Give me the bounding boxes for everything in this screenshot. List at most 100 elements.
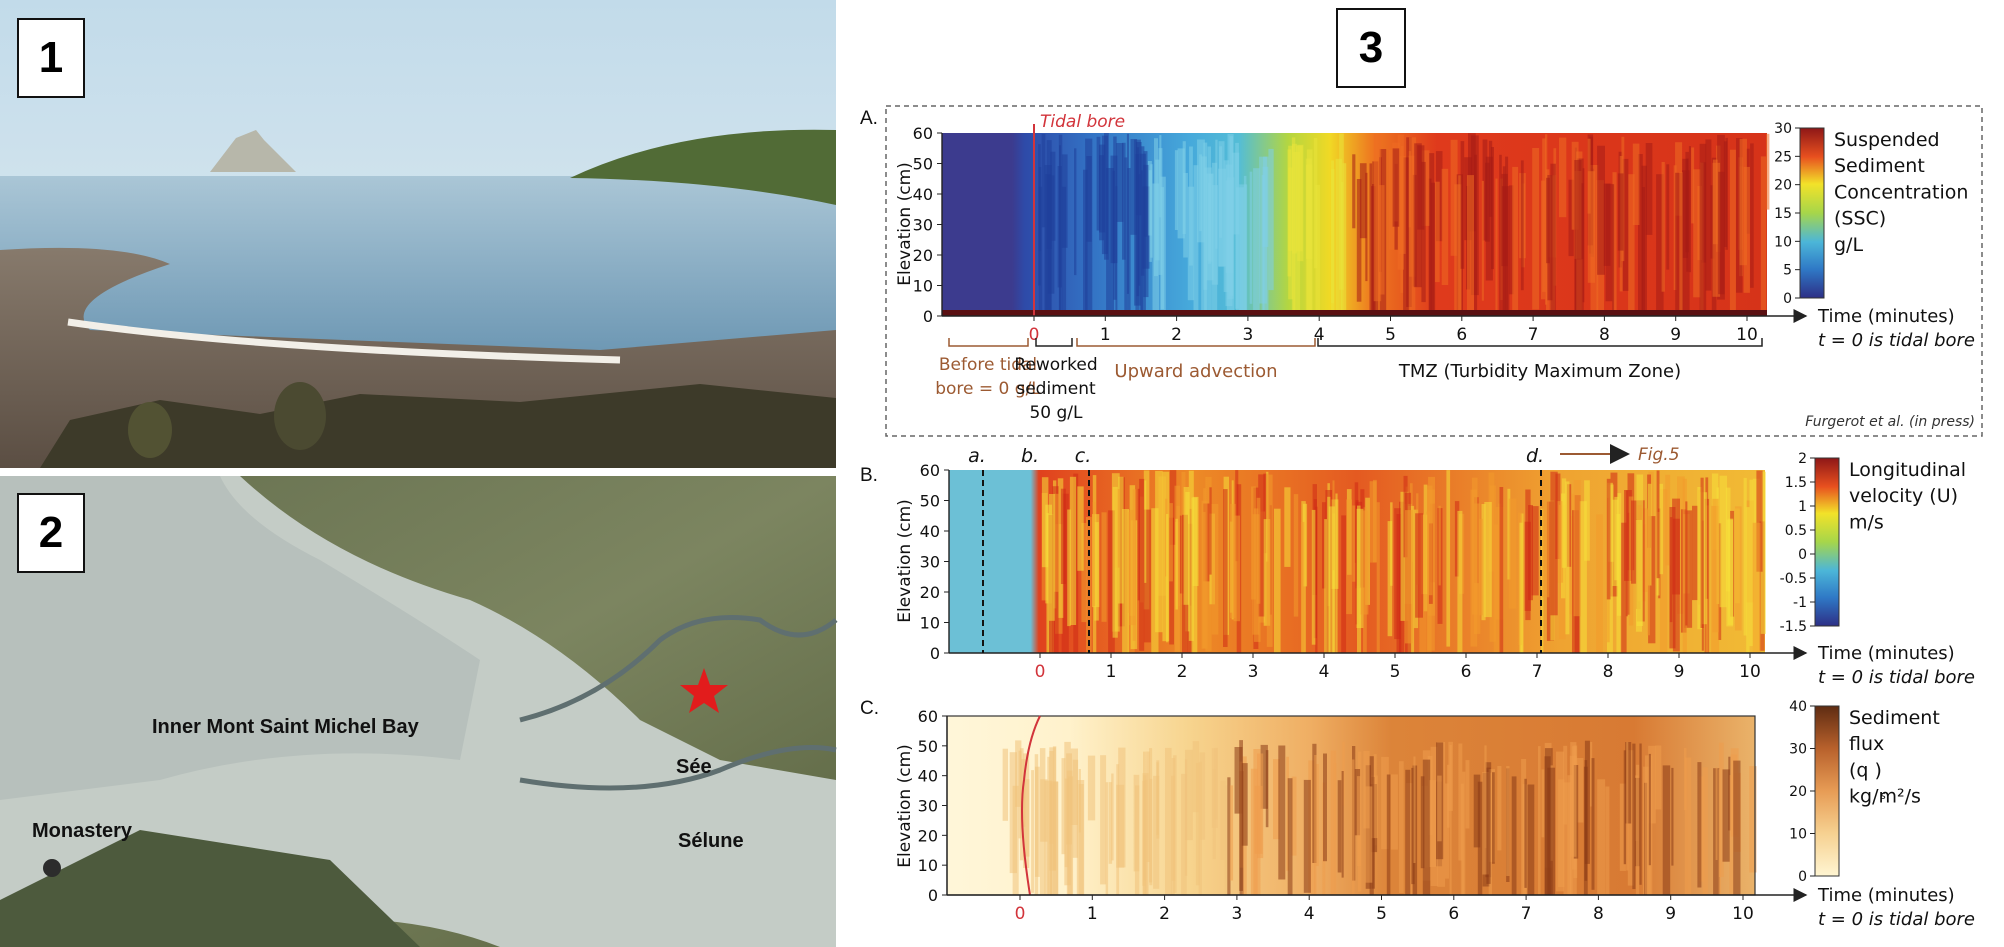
texture-streak: [1053, 493, 1060, 592]
texture-streak: [1116, 784, 1125, 868]
texture-streak: [1253, 168, 1260, 316]
colorbar-tick-label: 5: [1783, 263, 1792, 279]
panel-a-frame: [885, 105, 1983, 437]
texture-streak: [1254, 785, 1263, 854]
time-marker-label: c.: [1075, 445, 1092, 467]
texture-streak: [1673, 165, 1677, 290]
texture-streak: [1712, 498, 1719, 633]
texture-streak: [1542, 138, 1546, 292]
texture-streak: [1342, 163, 1347, 311]
texture-streak: [1378, 185, 1385, 295]
texture-streak: [1300, 521, 1305, 653]
texture-streak: [1648, 753, 1651, 866]
texture-streak: [1209, 487, 1212, 575]
texture-streak: [1486, 767, 1491, 884]
x-tick-label: 3: [1248, 662, 1259, 682]
texture-streak: [1153, 775, 1160, 889]
texture-streak: [1686, 158, 1689, 272]
texture-streak: [1655, 745, 1662, 810]
texture-streak: [1556, 751, 1564, 892]
texture-streak: [1688, 146, 1691, 273]
x-tick-label: 7: [1528, 325, 1539, 345]
texture-streak: [1038, 144, 1041, 286]
texture-streak: [1049, 747, 1056, 871]
x-axis-label: Time (minutes): [1817, 643, 1955, 664]
colorbar-tick-label: -1: [1793, 595, 1807, 611]
texture-streak: [1087, 755, 1096, 821]
x-tick-label: 2: [1171, 325, 1182, 345]
texture-streak: [1135, 154, 1139, 315]
phase-brace: [1035, 338, 1073, 347]
monastery-marker: [43, 859, 61, 877]
texture-streak: [1712, 162, 1721, 297]
texture-streak: [1049, 494, 1055, 621]
map-label-monastery: Monastery: [32, 820, 133, 842]
texture-streak: [1360, 510, 1369, 615]
y-tick-label: 10: [918, 856, 938, 875]
texture-streak: [1193, 165, 1199, 311]
texture-streak: [1137, 488, 1140, 601]
texture-streak: [1645, 755, 1653, 895]
texture-streak: [1166, 514, 1169, 643]
texture-streak: [1739, 138, 1747, 266]
texture-streak: [1481, 180, 1484, 301]
texture-streak: [1386, 774, 1391, 895]
texture-streak: [1012, 785, 1019, 895]
texture-streak: [1183, 487, 1190, 605]
ssc-streaks: [1038, 133, 1770, 316]
y-tick-label: 0: [930, 644, 940, 663]
texture-streak: [1117, 476, 1124, 604]
phase-label-reworked: Reworked: [1014, 355, 1097, 375]
texture-streak: [1306, 164, 1313, 259]
texture-streak: [1512, 166, 1519, 316]
x-tick-label: 6: [1456, 325, 1467, 345]
texture-streak: [1323, 753, 1327, 862]
texture-streak: [1746, 507, 1750, 653]
texture-streak: [1116, 143, 1124, 222]
colorbar-tick-label: 20: [1774, 178, 1792, 194]
colorbar-label: (q ): [1849, 759, 1882, 781]
texture-streak: [1635, 764, 1640, 895]
texture-streak: [1047, 756, 1050, 895]
texture-streak: [1227, 777, 1231, 895]
texture-streak: [1126, 133, 1129, 294]
texture-streak: [1315, 764, 1319, 867]
texture-streak: [1175, 518, 1178, 610]
texture-streak: [1154, 138, 1158, 277]
colorbar-tick-label: -0.5: [1780, 571, 1807, 587]
texture-streak: [1158, 148, 1163, 275]
texture-streak: [1628, 174, 1635, 316]
texture-streak: [1291, 776, 1297, 856]
texture-streak: [1356, 508, 1364, 628]
time-marker-label: b.: [1021, 445, 1039, 467]
panel-a-ylabel: Elevation (cm): [895, 162, 915, 286]
texture-streak: [1441, 168, 1449, 285]
x-tick-label: 5: [1385, 325, 1396, 345]
texture-streak: [1181, 773, 1187, 895]
x-tick-label: 10: [1739, 662, 1761, 682]
texture-streak: [1493, 524, 1499, 653]
texture-streak: [1218, 168, 1226, 267]
texture-streak: [1612, 172, 1617, 316]
texture-streak: [1591, 758, 1595, 890]
texture-streak: [1614, 496, 1619, 581]
mont-saint-michel-silhouette: [210, 130, 296, 172]
texture-streak: [1101, 512, 1107, 622]
texture-streak: [1656, 174, 1664, 310]
texture-streak: [1760, 471, 1766, 634]
texture-streak: [1726, 519, 1734, 627]
colorbar-tick-label: 30: [1789, 742, 1807, 758]
texture-streak: [1482, 772, 1489, 875]
map-label-bay: Inner Mont Saint Michel Bay: [152, 716, 419, 738]
texture-streak: [1143, 164, 1149, 298]
texture-streak: [1659, 489, 1668, 653]
texture-streak: [1002, 748, 1008, 821]
texture-streak: [1691, 147, 1695, 224]
y-tick-label: 0: [923, 307, 933, 326]
texture-streak: [1398, 761, 1404, 894]
texture-streak: [1733, 760, 1741, 895]
texture-streak: [1749, 479, 1754, 647]
texture-streak: [1524, 778, 1527, 888]
texture-streak: [1497, 766, 1502, 851]
